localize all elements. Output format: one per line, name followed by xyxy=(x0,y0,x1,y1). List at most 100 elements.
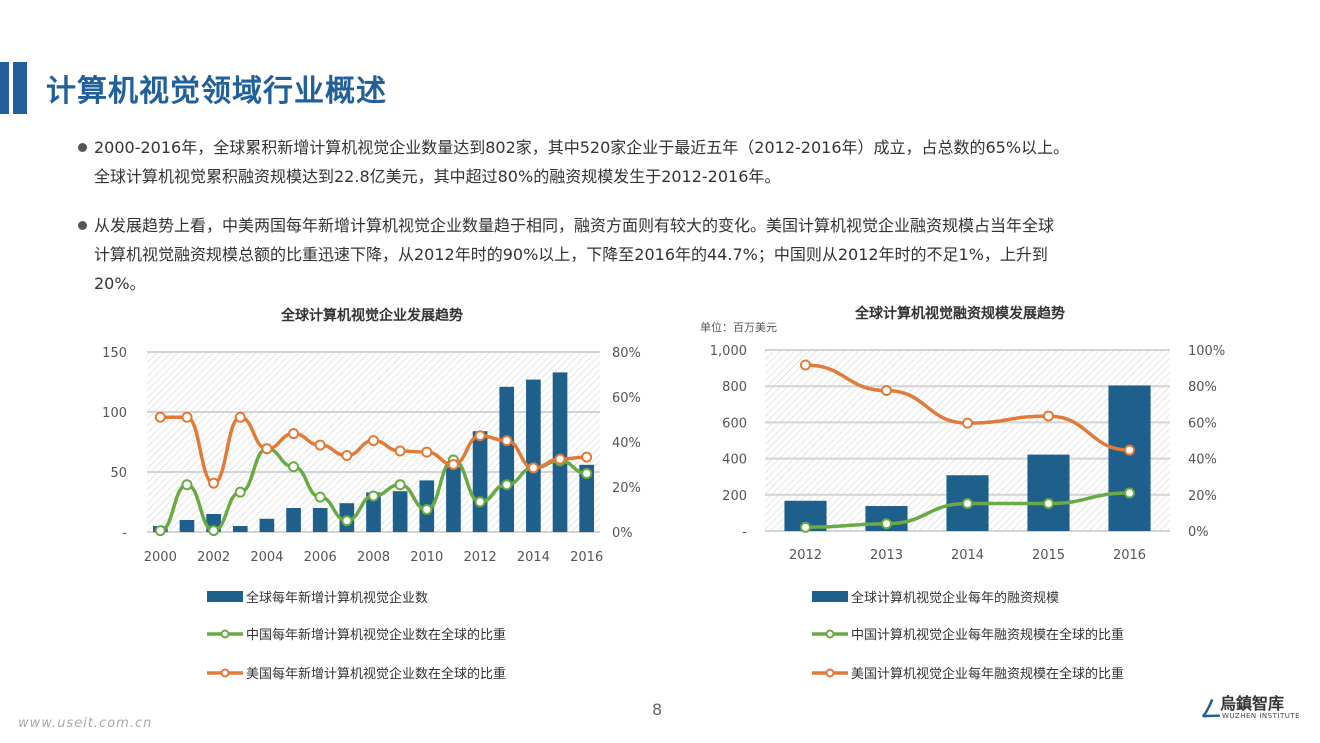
y-left-tick-label: 150 xyxy=(102,346,127,361)
title-accent-bar xyxy=(13,62,27,114)
data-point xyxy=(501,435,513,447)
data-point xyxy=(527,462,539,474)
bullet-line: 从发展趋势上看，中美两国每年新增计算机视觉企业数量趋于相同，融资方面则有较大的变… xyxy=(94,216,1055,235)
x-tick-label: 2010 xyxy=(410,550,443,565)
data-point xyxy=(288,461,300,473)
legend-label: 美国每年新增计算机视觉企业数在全球的比重 xyxy=(246,666,506,682)
data-point xyxy=(1124,487,1135,499)
bar xyxy=(232,526,248,532)
bar xyxy=(1108,385,1151,531)
data-point xyxy=(581,451,593,463)
data-point xyxy=(341,450,353,461)
data-point xyxy=(288,428,300,440)
x-tick-label: 2013 xyxy=(870,548,903,563)
bullet-line: 20%。 xyxy=(94,274,146,293)
y-left-tick-label: 800 xyxy=(722,380,747,395)
x-tick-label: 2015 xyxy=(1032,548,1065,563)
data-point xyxy=(341,515,353,527)
bullet-line: 全球计算机视觉累积融资规模达到22.8亿美元，其中超过80%的融资规模发生于20… xyxy=(94,167,781,186)
bullet-2: 从发展趋势上看，中美两国每年新增计算机视觉企业数量趋于相同，融资方面则有较大的变… xyxy=(78,211,1308,298)
data-point xyxy=(501,479,513,491)
y-left-tick-label: 1,000 xyxy=(710,344,747,359)
data-point xyxy=(881,518,892,530)
logo-text: 烏鎮智库 xyxy=(1220,694,1285,713)
y-right-tick-label: 20% xyxy=(612,481,641,496)
data-point xyxy=(962,417,973,429)
x-tick-label: 2014 xyxy=(951,548,984,563)
bar xyxy=(179,520,195,532)
bar xyxy=(472,431,488,532)
data-point xyxy=(1043,497,1054,509)
bar xyxy=(499,386,515,532)
data-point xyxy=(234,486,246,498)
bullet-dot xyxy=(78,143,87,152)
data-point xyxy=(474,430,486,442)
x-tick-label: 2012 xyxy=(464,550,497,565)
y-right-tick-label: 40% xyxy=(1188,453,1217,468)
legend-label: 中国每年新增计算机视觉企业数在全球的比重 xyxy=(246,627,506,643)
y-left-tick-label: 200 xyxy=(722,489,747,504)
logo-subtext: WUZHEN INSTITUTE xyxy=(1222,712,1301,720)
y-right-tick-label: 60% xyxy=(1188,416,1217,431)
y-left-tick-label: 50 xyxy=(110,466,127,481)
bar xyxy=(392,491,408,532)
legend-label: 中国计算机视觉企业每年融资规模在全球的比重 xyxy=(851,627,1124,643)
data-point xyxy=(421,504,433,515)
bar xyxy=(579,464,595,532)
x-tick-label: 2004 xyxy=(250,550,283,565)
data-point xyxy=(368,490,379,502)
bar xyxy=(366,492,381,532)
data-point xyxy=(314,439,326,451)
x-tick-label: 2002 xyxy=(197,550,230,565)
data-point xyxy=(234,411,246,423)
y-right-tick-label: 0% xyxy=(612,526,633,541)
legend-label: 美国计算机视觉企业每年融资规模在全球的比重 xyxy=(851,666,1124,682)
legend-swatch-marker xyxy=(220,629,230,639)
bullet-dot xyxy=(78,221,87,230)
bullet-line: 2000-2016年，全球累积新增计算机视觉企业数量达到802家，其中520家企… xyxy=(94,138,1070,157)
y-right-tick-label: 100% xyxy=(1188,344,1225,359)
y-right-tick-label: 0% xyxy=(1188,525,1209,540)
footer-url: www.useit.com.cn xyxy=(18,716,153,731)
legend-swatch-bar xyxy=(812,591,848,602)
legend-swatch-marker xyxy=(825,629,835,639)
data-point xyxy=(261,443,273,455)
bar xyxy=(526,379,541,532)
legend-label: 全球每年新增计算机视觉企业数 xyxy=(246,590,428,606)
data-point xyxy=(154,525,166,537)
title-accent-bar xyxy=(0,62,9,114)
y-right-tick-label: 80% xyxy=(1188,380,1217,395)
data-point xyxy=(1043,410,1054,422)
data-point xyxy=(421,446,433,458)
data-point xyxy=(208,477,220,489)
data-point xyxy=(800,521,811,533)
y-right-tick-label: 80% xyxy=(612,346,641,361)
chart-unit: 单位：百万美元 xyxy=(700,320,777,334)
legend-label: 全球计算机视觉企业每年的融资规模 xyxy=(851,590,1059,606)
data-point xyxy=(447,459,459,470)
y-left-tick-label: - xyxy=(122,526,127,541)
y-right-tick-label: 60% xyxy=(612,391,641,406)
y-left-tick-label: 600 xyxy=(722,416,747,431)
data-point xyxy=(181,479,193,491)
page-number: 8 xyxy=(652,700,663,719)
logo: ㄥ 烏鎮智库 WUZHEN INSTITUTE xyxy=(1200,690,1310,726)
bullet-line: 计算机视觉融资规模总额的比重迅速下降，从2012年时的90%以上，下降至2016… xyxy=(94,245,1048,264)
x-tick-label: 2006 xyxy=(304,550,337,565)
x-tick-label: 2012 xyxy=(789,548,822,563)
x-tick-label: 2016 xyxy=(570,550,603,565)
data-point xyxy=(1124,444,1135,456)
data-point xyxy=(181,411,193,423)
bar xyxy=(286,508,301,532)
y-left-tick-label: 400 xyxy=(722,453,747,468)
data-point xyxy=(208,525,220,537)
y-right-tick-label: 40% xyxy=(612,436,641,451)
data-point xyxy=(881,385,892,397)
chart-title: 全球计算机视觉企业发展趋势 xyxy=(280,307,463,324)
bar xyxy=(446,467,461,532)
data-point xyxy=(154,411,166,423)
chart-title: 全球计算机视觉融资规模发展趋势 xyxy=(854,305,1065,322)
data-point xyxy=(314,491,326,503)
y-left-tick-label: - xyxy=(742,525,747,540)
legend-swatch-marker xyxy=(825,668,835,678)
